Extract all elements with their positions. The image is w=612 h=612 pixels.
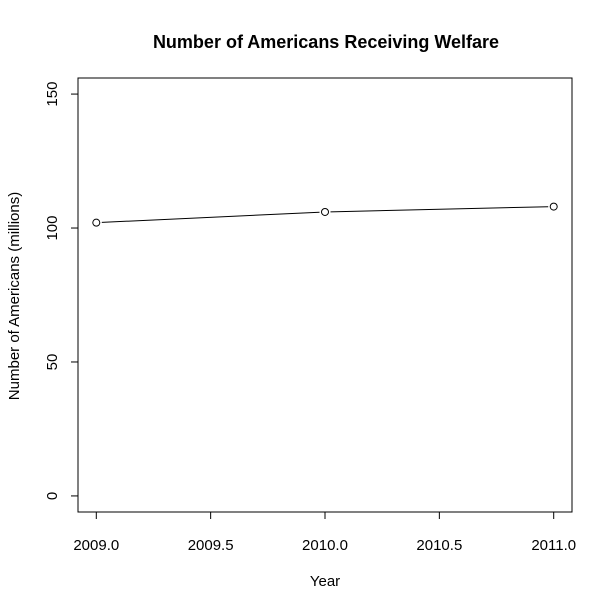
y-tick-label: 100	[44, 216, 61, 241]
y-tick-label: 150	[44, 82, 61, 107]
series-layer	[92, 202, 558, 227]
data-point	[92, 218, 101, 227]
series-line-segment	[330, 206, 549, 213]
series-line-segment	[101, 211, 320, 223]
y-axis-label: Number of Americans (millions)	[6, 192, 23, 400]
y-tick-label: 0	[44, 492, 61, 500]
x-tick-label: 2010.5	[416, 537, 462, 554]
x-axis-label: Year	[310, 573, 340, 590]
y-tick-label: 50	[44, 354, 61, 371]
data-point	[549, 202, 558, 211]
x-tick-label: 2009.0	[73, 537, 119, 554]
x-axis: 2009.0 2009.5 2010.0 2010.5 2011.0	[73, 511, 576, 554]
y-axis: 0 50 100 150	[44, 82, 79, 500]
chart-title: Number of Americans Receiving Welfare	[153, 32, 499, 52]
x-tick-label: 2011.0	[531, 537, 576, 554]
data-point	[321, 207, 329, 216]
x-tick-label: 2009.5	[188, 537, 234, 554]
x-tick-label: 2010.0	[302, 537, 348, 554]
